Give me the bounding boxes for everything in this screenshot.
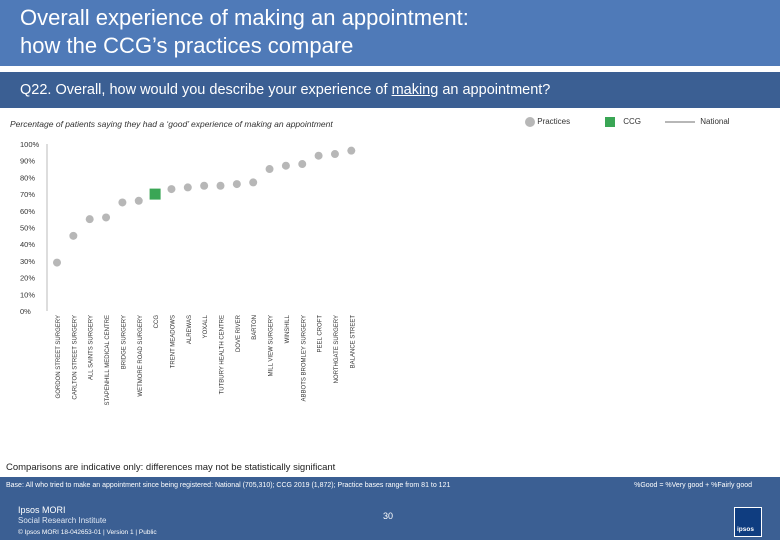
base-text: Base: All who tried to make an appointme… <box>6 482 451 489</box>
category-label: NORTHGATE SURGERY <box>334 315 340 383</box>
copyright: © Ipsos MORI 18-042653-01 | Version 1 | … <box>18 529 157 536</box>
practice-dot-icon <box>525 117 535 127</box>
brand-name: Ipsos MORI <box>18 505 66 515</box>
practice-point <box>53 258 61 267</box>
category-label: DOVE RIVER <box>236 314 242 352</box>
legend-national: National <box>665 117 730 126</box>
legend-ccg: CCG <box>605 117 641 127</box>
practice-point <box>314 151 323 160</box>
national-line-icon <box>665 120 695 123</box>
practice-point <box>134 196 143 205</box>
practice-comparison-chart: 0% 10% 20% 30% 40% 50% 60% 70% 80% 90% 100% GORDON … <box>20 140 356 405</box>
practice-point <box>265 165 274 174</box>
legend-practices-label: Practices <box>537 117 571 127</box>
y-tick-label: 90% <box>20 157 35 166</box>
title-line-2: how the CCG’s practices compare <box>20 33 354 58</box>
legend-ccg-label: CCG <box>623 117 642 127</box>
ccg-point <box>149 188 161 200</box>
practice-point <box>118 198 127 207</box>
brand-subtitle: Social Research Institute <box>18 516 107 525</box>
y-tick-label: 10% <box>20 290 35 299</box>
practice-point <box>330 150 339 159</box>
category-label: WETMORE ROAD SURGERY <box>138 315 144 397</box>
y-tick-label: 30% <box>20 257 35 266</box>
category-label: WINSHILL <box>285 314 291 343</box>
category-label: CCG <box>154 315 160 329</box>
question-text: Q22. Overall, how would you describe you… <box>20 82 550 98</box>
category-label: ALREWAS <box>187 315 193 344</box>
y-tick-label: 20% <box>20 274 35 283</box>
header-band: Overall experience of making an appointm… <box>0 0 780 66</box>
title-line-1: Overall experience of making an appointm… <box>20 5 469 30</box>
ipsos-logo-icon: ipsos <box>734 507 762 537</box>
practice-point <box>200 181 209 190</box>
category-label: MILL VIEW SURGERY <box>269 315 275 376</box>
footer-band: Base: All who tried to make an appointme… <box>0 477 780 540</box>
question-suffix: an appointment? <box>438 82 551 98</box>
y-tick-label: 0% <box>20 307 31 316</box>
y-tick-label: 40% <box>20 240 35 249</box>
category-label: CARLTON STREET SURGERY <box>72 315 78 400</box>
good-definition: %Good = %Very good + %Fairly good <box>634 482 752 489</box>
practice-point <box>232 180 241 189</box>
page-title: Overall experience of making an appointm… <box>20 4 760 60</box>
category-label: BALANCE STREET <box>350 315 356 369</box>
category-label: BRIDGE SURGERY <box>121 315 127 369</box>
category-label: TUTBURY HEALTH CENTRE <box>220 315 226 394</box>
practice-point <box>249 178 258 187</box>
legend-practices: Practices <box>525 117 570 127</box>
y-tick-label: 70% <box>20 190 35 199</box>
chart-subtitle: Percentage of patients saying they had a… <box>10 119 333 129</box>
logo-text: ipsos <box>737 526 754 533</box>
practice-point <box>347 146 356 155</box>
y-tick-label: 100% <box>20 140 40 149</box>
practice-point <box>183 183 192 192</box>
practice-point <box>167 185 176 194</box>
page-number: 30 <box>383 511 394 521</box>
y-tick-label: 80% <box>20 173 35 182</box>
category-label: ABBOTS BROMLEY SURGERY <box>301 315 307 401</box>
category-label: PEEL CROFT <box>318 315 324 353</box>
question-band: Q22. Overall, how would you describe you… <box>0 72 780 108</box>
comparison-note: Comparisons are indicative only: differe… <box>6 462 336 473</box>
question-underlined: making <box>391 82 439 98</box>
y-tick-label: 60% <box>20 207 35 216</box>
legend-national-label: National <box>700 117 730 126</box>
y-tick-label: 50% <box>20 224 35 233</box>
practice-point <box>298 160 307 169</box>
practice-point <box>102 213 111 222</box>
practice-point <box>216 181 225 190</box>
category-label: STAPENHILL MEDICAL CENTRE <box>105 315 111 405</box>
category-label: TRENT MEADOWS <box>170 315 176 368</box>
practice-point <box>281 161 290 170</box>
practice-point <box>69 231 78 240</box>
question-prefix: Q22. Overall, how would you describe you… <box>20 82 392 98</box>
ccg-square-icon <box>605 117 615 127</box>
category-label: ALL SAINTS SURGERY <box>89 315 95 380</box>
category-label: GORDON STREET SURGERY <box>56 315 62 398</box>
practice-point <box>85 215 94 224</box>
category-label: BARTON <box>252 315 258 340</box>
category-label: YOXALL <box>203 314 209 338</box>
